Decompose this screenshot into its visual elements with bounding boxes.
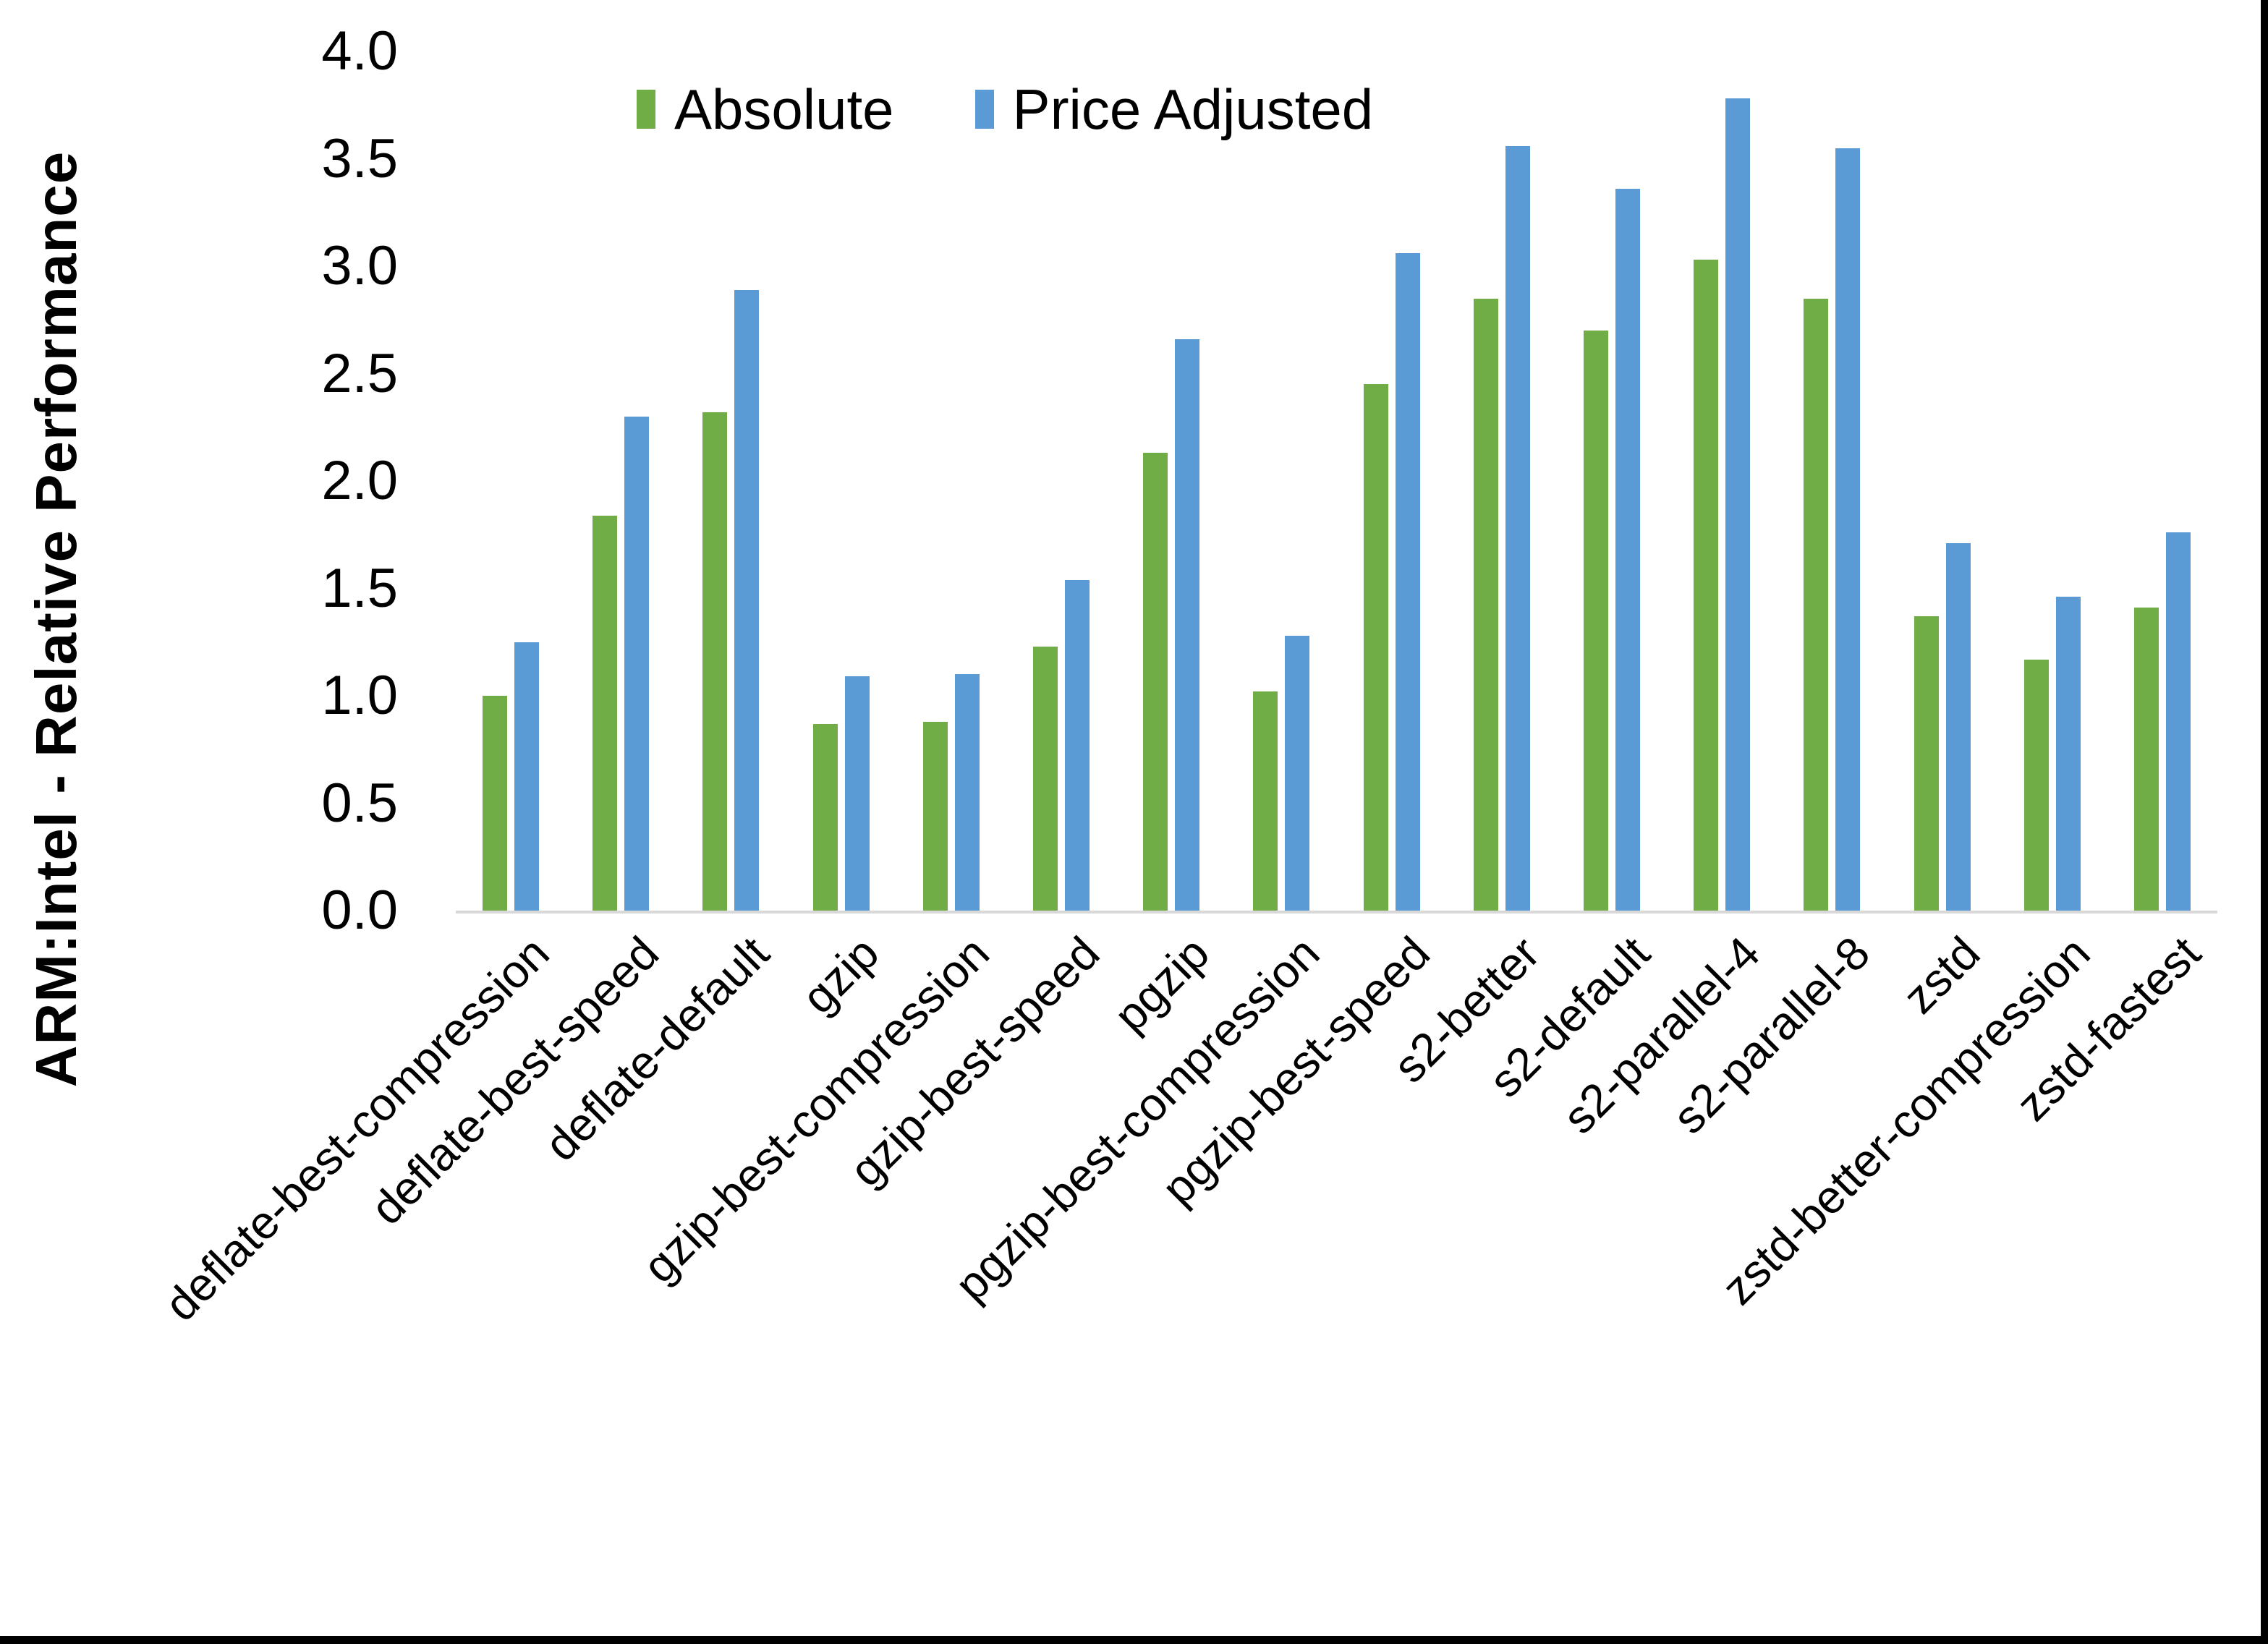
bar-absolute-zstd-better-compression	[2023, 659, 2049, 911]
bar-group-s2-parallel-4	[1667, 51, 1777, 911]
bar-group-zstd-fastest	[2107, 51, 2217, 911]
bar-price-adjusted-zstd-better-compression	[2055, 597, 2081, 911]
right-frame-border	[2261, 0, 2268, 1644]
bar-group-deflate-best-speed	[566, 51, 676, 911]
bar-group-zstd	[1887, 51, 1997, 911]
bar-group-gzip-best-speed	[1006, 51, 1116, 911]
bar-price-adjusted-gzip	[844, 676, 870, 911]
bar-price-adjusted-s2-better	[1505, 145, 1530, 911]
bar-group-deflate-best-compression	[456, 51, 566, 911]
y-tick-label-4.0: 4.0	[321, 20, 398, 82]
bar-absolute-zstd-fastest	[2133, 608, 2159, 911]
bar-price-adjusted-s2-parallel-8	[1835, 148, 1861, 911]
y-tick-label-3.5: 3.5	[321, 127, 398, 189]
bar-absolute-gzip-best-compression	[922, 721, 948, 911]
bar-group-s2-parallel-8	[1777, 51, 1887, 911]
bar-absolute-gzip-best-speed	[1033, 646, 1058, 911]
y-tick-label-2.0: 2.0	[321, 450, 398, 511]
legend-label-price-adjusted: Price Adjusted	[1012, 77, 1374, 141]
bar-absolute-deflate-best-compression	[483, 696, 508, 911]
y-tick-label-0.0: 0.0	[321, 880, 398, 941]
y-tick-label-1.0: 1.0	[321, 665, 398, 726]
bar-absolute-s2-default	[1583, 331, 1608, 911]
bar-price-adjusted-gzip-best-compression	[954, 674, 980, 911]
bar-group-pgzip-best-speed	[1337, 51, 1447, 911]
legend-label-absolute: Absolute	[674, 77, 894, 141]
y-tick-label-1.5: 1.5	[321, 557, 398, 619]
bar-absolute-s2-better	[1473, 298, 1498, 911]
bar-group-pgzip-best-compression	[1226, 51, 1336, 911]
bottom-frame-border	[0, 1636, 2268, 1644]
bar-group-deflate-default	[676, 51, 786, 911]
bar-price-adjusted-s2-parallel-4	[1725, 98, 1751, 911]
bar-absolute-pgzip-best-compression	[1253, 691, 1278, 911]
bar-absolute-pgzip-best-speed	[1363, 384, 1388, 911]
bar-absolute-deflate-best-speed	[593, 515, 618, 911]
bar-absolute-s2-parallel-8	[1804, 298, 1829, 911]
bar-price-adjusted-zstd	[1945, 543, 1971, 911]
bar-group-pgzip	[1116, 51, 1226, 911]
legend-item-absolute: Absolute	[637, 81, 894, 137]
legend-swatch-price-adjusted	[974, 90, 994, 129]
bar-price-adjusted-zstd-fastest	[2165, 532, 2191, 911]
bar-group-zstd-better-compression	[1997, 51, 2107, 911]
y-tick-label-3.0: 3.0	[321, 235, 398, 297]
bar-absolute-deflate-default	[702, 412, 728, 911]
bar-price-adjusted-deflate-best-speed	[624, 416, 650, 911]
legend-swatch-absolute	[637, 90, 655, 129]
plot-area	[456, 51, 2217, 913]
x-category-label-gzip: gzip	[791, 927, 889, 1024]
bar-group-gzip	[786, 51, 896, 911]
bar-absolute-gzip	[812, 723, 838, 911]
y-tick-label-0.5: 0.5	[321, 772, 398, 834]
bar-price-adjusted-s2-default	[1615, 189, 1640, 911]
bar-absolute-pgzip	[1143, 453, 1168, 911]
bar-price-adjusted-gzip-best-speed	[1065, 579, 1090, 911]
bar-price-adjusted-pgzip	[1175, 338, 1200, 911]
bar-group-gzip-best-compression	[896, 51, 1006, 911]
bar-price-adjusted-deflate-default	[734, 289, 760, 911]
legend: Absolute Price Adjusted	[637, 81, 1373, 137]
bar-absolute-s2-parallel-4	[1694, 260, 1719, 911]
bar-price-adjusted-pgzip-best-compression	[1285, 635, 1310, 911]
x-category-label-zstd: zstd	[1893, 927, 1990, 1024]
y-axis-title: ARM:Intel - Relative Performance	[24, 150, 88, 1088]
y-tick-label-2.5: 2.5	[321, 342, 398, 404]
bar-price-adjusted-deflate-best-compression	[514, 642, 540, 911]
legend-item-price-adjusted: Price Adjusted	[974, 77, 1374, 141]
bar-absolute-zstd	[1914, 616, 1939, 911]
bar-group-s2-default	[1557, 51, 1667, 911]
bar-price-adjusted-pgzip-best-speed	[1395, 253, 1420, 911]
bar-group-s2-better	[1447, 51, 1557, 911]
